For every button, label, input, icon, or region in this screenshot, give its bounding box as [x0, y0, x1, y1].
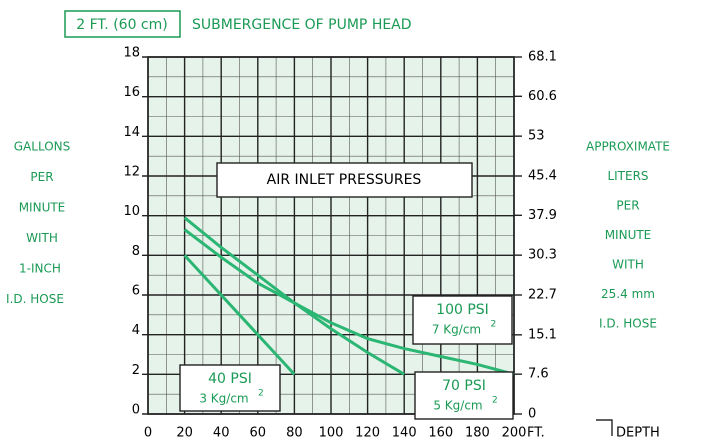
- x-tick-label: 100: [319, 426, 344, 441]
- y2-label: MINUTE: [605, 228, 652, 242]
- series-name: 40 PSI: [208, 371, 252, 387]
- curve: [183, 254, 296, 376]
- y-label: I.D. HOSE: [6, 292, 64, 306]
- x-tick-label: 40: [213, 426, 230, 441]
- y-label: GALLONS: [14, 140, 71, 154]
- legend-title: AIR INLET PRESSURES: [267, 172, 422, 188]
- x-tick-label: 140: [392, 426, 417, 441]
- series-metric: 3 Kg/cm: [199, 392, 248, 406]
- y-tick-label: 18: [123, 46, 140, 61]
- x-tick-label: 200: [502, 426, 527, 441]
- y2-tick-label: 7.6: [528, 367, 549, 382]
- series-name: 100 PSI: [436, 302, 489, 318]
- series-metric: 7 Kg/cm: [432, 323, 481, 337]
- y2-label: APPROXIMATE: [586, 140, 670, 154]
- chart-title: SUBMERGENCE OF PUMP HEAD: [192, 17, 412, 33]
- y-label: WITH: [26, 231, 58, 245]
- y-tick-label: 8: [132, 244, 140, 259]
- y2-tick-label: 30.3: [528, 248, 557, 263]
- y-tick-label: 16: [123, 85, 140, 100]
- y2-tick-label: 53: [528, 129, 545, 144]
- series-exponent: 2: [491, 320, 497, 330]
- y-tick-label: 4: [132, 323, 140, 338]
- x-tick-label: 180: [465, 426, 490, 441]
- y2-tick-label: 37.9: [528, 208, 557, 223]
- y2-tick-label: 22.7: [528, 288, 557, 303]
- x-tick-label: 160: [428, 426, 453, 441]
- series-name: 70 PSI: [442, 378, 486, 394]
- y2-tick-label: 60.6: [528, 89, 557, 104]
- y-tick-label: 14: [123, 125, 140, 140]
- y-label: PER: [30, 170, 53, 184]
- y2-label: I.D. HOSE: [599, 317, 657, 331]
- y-tick-label: 6: [132, 284, 140, 299]
- title-box-text: 2 FT. (60 cm): [76, 17, 167, 33]
- series-metric: 5 Kg/cm: [433, 399, 482, 413]
- y2-label: WITH: [612, 258, 644, 272]
- x-unit: FT.: [527, 426, 545, 441]
- y2-tick-label: 68.1: [528, 50, 557, 65]
- y2-label: 25.4 mm: [601, 287, 655, 301]
- x-tick-label: 120: [355, 426, 380, 441]
- curve: [183, 228, 515, 376]
- series-exponent: 2: [258, 389, 264, 399]
- y2-tick-label: 0: [528, 407, 536, 422]
- y-tick-label: 2: [132, 363, 140, 378]
- y2-tick-label: 45.4: [528, 169, 557, 184]
- series-label-box: [179, 364, 281, 412]
- y-label: MINUTE: [19, 201, 66, 215]
- x-label: DEPTH: [616, 426, 660, 441]
- y2-label: PER: [616, 199, 639, 213]
- x-tick-label: 60: [250, 426, 267, 441]
- plot-frame: [147, 56, 515, 415]
- y-tick-label: 12: [123, 165, 140, 180]
- series-label-box: [412, 295, 513, 345]
- y-tick-label: 0: [132, 403, 140, 418]
- legend-box: [216, 162, 473, 198]
- series-exponent: 2: [492, 396, 498, 406]
- x-tick-label: 20: [176, 426, 193, 441]
- series-label-box: [414, 371, 514, 420]
- y2-label: LITERS: [607, 169, 648, 183]
- title-box: [64, 10, 181, 38]
- y-label: 1-INCH: [19, 262, 61, 276]
- depth-corner: [596, 419, 613, 436]
- y2-tick-label: 15.1: [528, 327, 557, 342]
- x-tick-label: 80: [286, 426, 303, 441]
- x-tick-label: 0: [144, 426, 152, 441]
- y-tick-label: 10: [123, 204, 140, 219]
